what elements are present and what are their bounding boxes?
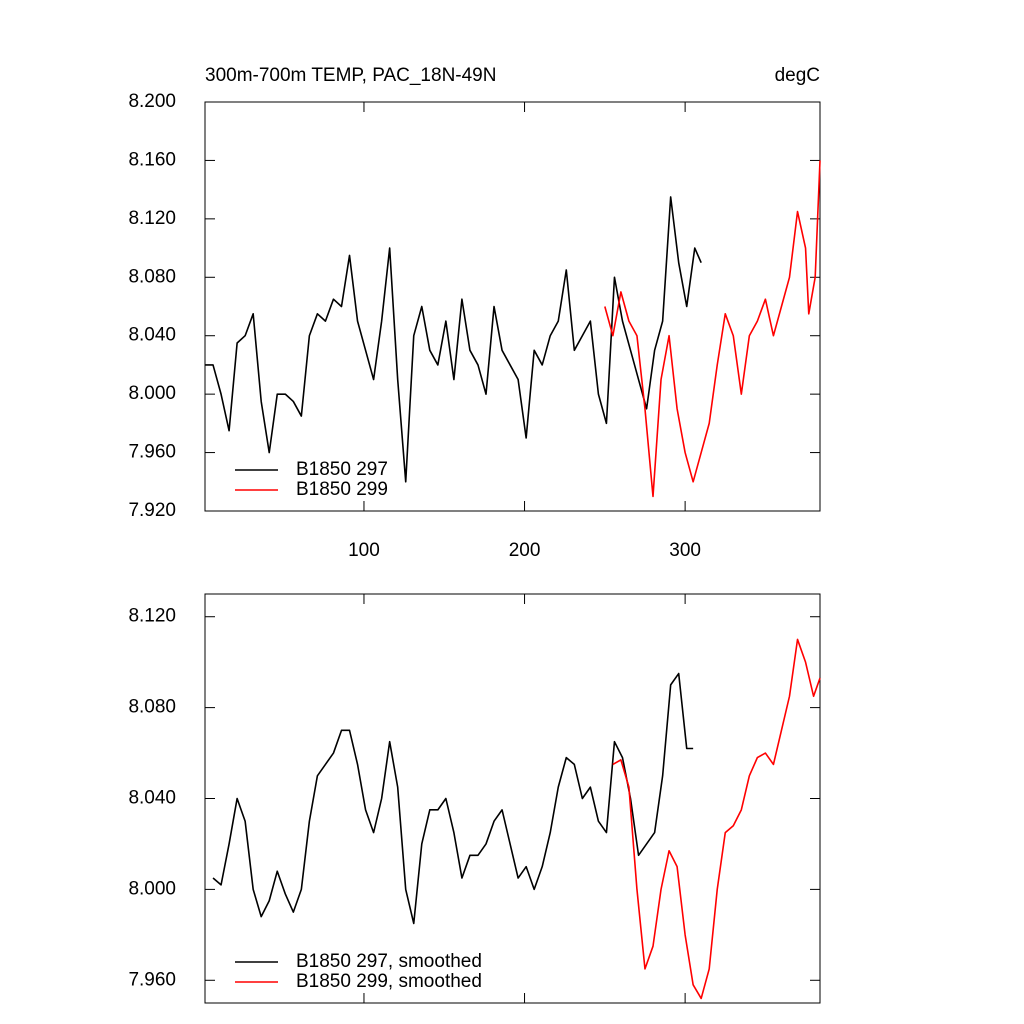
y-tick-label: 7.920 bbox=[128, 500, 176, 521]
y-tick-label: 8.120 bbox=[128, 208, 176, 229]
x-tick-label: 300 bbox=[669, 540, 701, 561]
y-tick-label: 8.160 bbox=[128, 149, 176, 170]
legend-label: B1850 299 bbox=[296, 479, 388, 500]
plot-frame bbox=[204, 101, 821, 512]
y-tick-label: 8.040 bbox=[128, 325, 176, 346]
chart-title: 300m-700m TEMP, PAC_18N-49N bbox=[205, 65, 496, 86]
y-tick-label: 8.120 bbox=[128, 606, 176, 627]
y-tick-label: 8.040 bbox=[128, 788, 176, 809]
data-line bbox=[604, 160, 821, 498]
data-line bbox=[212, 672, 694, 925]
y-tick-label: 8.080 bbox=[128, 266, 176, 287]
legend-label: B1850 297 bbox=[296, 459, 388, 480]
x-tick-label: 100 bbox=[348, 540, 380, 561]
data-line bbox=[205, 196, 702, 483]
y-tick-label: 7.960 bbox=[128, 442, 176, 463]
legend-label: B1850 297, smoothed bbox=[296, 951, 482, 972]
y-tick-label: 8.000 bbox=[128, 878, 176, 899]
y-tick-label: 8.000 bbox=[128, 383, 176, 404]
plot-frame bbox=[204, 593, 821, 1004]
units-label: degC bbox=[775, 65, 820, 86]
legend-label: B1850 299, smoothed bbox=[296, 971, 482, 992]
y-tick-label: 8.080 bbox=[128, 697, 176, 718]
x-tick-label: 200 bbox=[509, 540, 541, 561]
y-tick-label: 7.960 bbox=[128, 969, 176, 990]
data-line bbox=[612, 638, 821, 1000]
y-tick-label: 8.200 bbox=[128, 91, 176, 112]
